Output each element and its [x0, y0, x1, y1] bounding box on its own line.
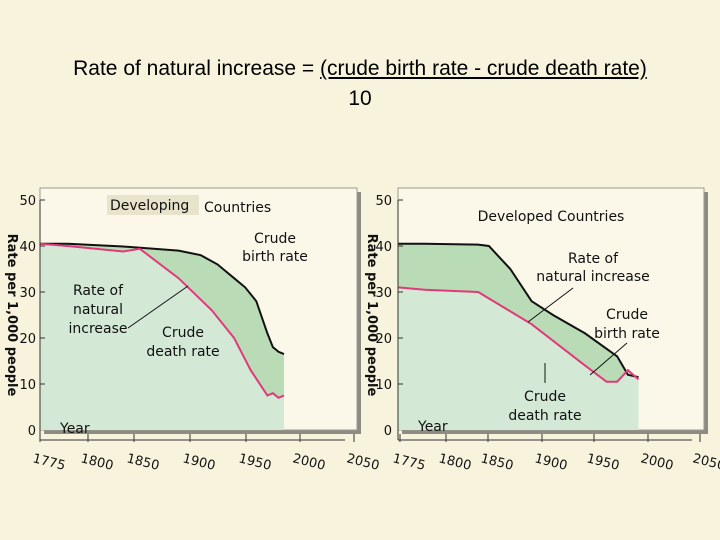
chart2-x-tick-label: 1950 [585, 451, 621, 474]
chart2-y-tick-label: 20 [375, 332, 392, 347]
chart2-birth-annotation: birth rate [594, 326, 660, 342]
chart1-title-part: Developing [110, 198, 189, 214]
chart2-x-tick-label: 2050 [691, 451, 720, 474]
chart2-y-tick-label: 0 [384, 424, 392, 439]
chart1-x-tick-label: 1900 [181, 451, 217, 474]
chart1-death-annotation: Crude [162, 325, 204, 341]
chart2-title: Developed Countries [478, 209, 625, 225]
chart2-birth-rate-line [398, 242, 639, 379]
chart2-x-tick-label: 1800 [437, 451, 473, 474]
chart2-y-tick-label: 10 [375, 378, 392, 393]
chart2-x-tick-label: 1900 [533, 451, 569, 474]
chart2-increase-annotation: Rate of [568, 251, 619, 267]
chart2-increase-leader [527, 287, 574, 323]
chart1-death-annotation: death rate [146, 344, 219, 360]
chart1-x-tick-label: 1800 [79, 451, 115, 474]
chart1-y-tick-label: 0 [28, 424, 36, 439]
chart1-x-tick-label: 2000 [291, 451, 327, 474]
chart2-y-tick-label: 30 [375, 286, 392, 301]
chart1-title-highlight [107, 195, 199, 215]
chart1-birth-annotation: Crude [254, 231, 296, 247]
chart1-y-tick-label: 10 [19, 378, 36, 393]
chart2-increase-annotation: natural increase [536, 269, 650, 285]
chart2-y-tick-label: 40 [375, 240, 392, 255]
chart2-death-rate-line [397, 286, 640, 383]
chart2-x-tick-label: 1850 [479, 451, 515, 474]
chart1-x-axis-title: Year [59, 421, 90, 437]
title-denominator: 10 [348, 87, 372, 110]
chart2-death-rate-area [398, 287, 639, 430]
chart2-birth-leader [589, 342, 628, 376]
chart1-y-axis-title: Rate per 1,000 people [4, 234, 19, 397]
chart2-y-axis-title: Rate per 1,000 people [364, 234, 379, 397]
chart1-increase-annotation: increase [68, 321, 127, 337]
chart1-y-tick-label: 40 [19, 240, 36, 255]
chart1-x-tick-label: 1950 [237, 451, 273, 474]
chart1-death-rate-line [39, 242, 285, 399]
chart2-y-tick-label: 50 [375, 194, 392, 209]
title-prefix: Rate of natural increase = [73, 57, 321, 80]
title-formula: (crude birth rate - crude death rate) [320, 57, 647, 80]
chart1-birth-rate-line [40, 242, 285, 356]
chart-title-formula: Rate of natural increase = (crude birth … [0, 54, 720, 114]
chart2-x-tick-label: 2000 [639, 451, 675, 474]
chart1-y-tick-label: 30 [19, 286, 36, 301]
chart1-x-tick-label: 1775 [31, 451, 67, 474]
chart1-birth-annotation: birth rate [242, 249, 308, 265]
chart1-x-tick-label: 1850 [125, 451, 161, 474]
chart1-increase-annotation: natural [73, 302, 123, 318]
chart2-death-annotation: Crude [524, 389, 566, 405]
chart1-death-rate-area [40, 243, 284, 430]
chart2-birth-annotation: Crude [606, 307, 648, 323]
chart1-title-part: Countries [204, 200, 271, 216]
chart1-y-tick-label: 50 [19, 194, 36, 209]
chart1-increase-annotation: Rate of [73, 283, 124, 299]
chart1-x-tick-label: 2050 [345, 451, 381, 474]
chart1-y-tick-label: 20 [19, 332, 36, 347]
chart2-x-axis-title: Year [417, 419, 448, 435]
chart1-increase-leader [127, 285, 189, 329]
chart2-x-tick-label: 1775 [391, 451, 427, 474]
chart2-death-annotation: death rate [508, 408, 581, 424]
